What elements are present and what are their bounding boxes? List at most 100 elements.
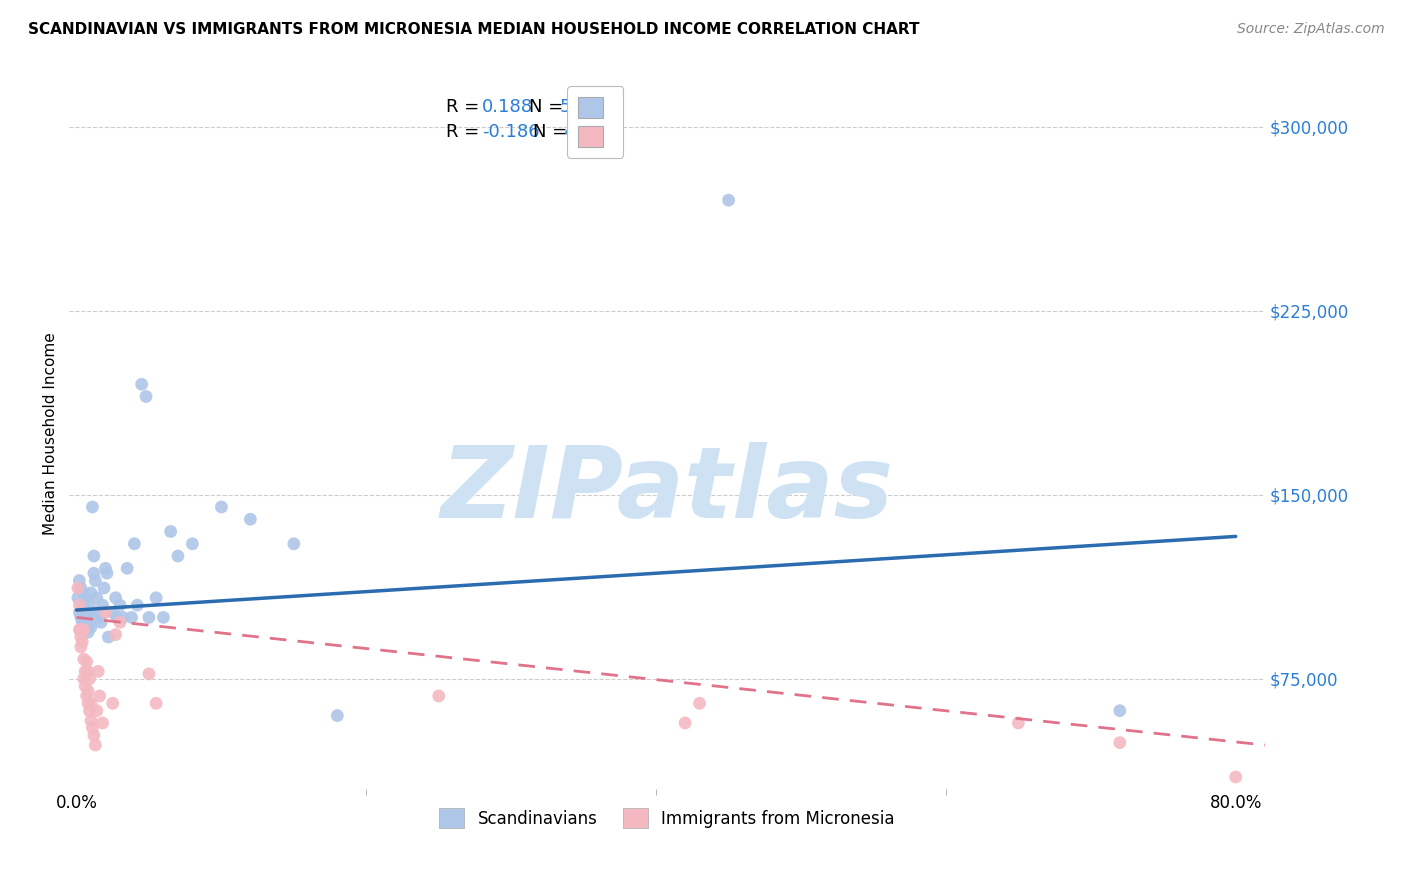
- Point: [73, 672, 96, 686]
- Point: [77, 696, 100, 710]
- Point: [689, 696, 711, 710]
- Point: [1108, 704, 1130, 718]
- Point: [72, 635, 94, 649]
- Point: [111, 610, 134, 624]
- Point: [69, 623, 91, 637]
- Text: 41: 41: [562, 122, 586, 141]
- Point: [84, 574, 107, 588]
- Point: [83, 728, 105, 742]
- Point: [67, 598, 90, 612]
- Point: [79, 672, 101, 686]
- Point: [108, 598, 131, 612]
- Point: [67, 623, 90, 637]
- Point: [76, 591, 98, 605]
- Point: [89, 689, 111, 703]
- Point: [152, 610, 174, 624]
- Point: [75, 617, 97, 632]
- Point: [159, 524, 181, 539]
- Text: Source: ZipAtlas.com: Source: ZipAtlas.com: [1237, 22, 1385, 37]
- Point: [93, 581, 115, 595]
- Point: [84, 738, 107, 752]
- Point: [67, 606, 90, 620]
- Text: 59: 59: [560, 98, 582, 116]
- Point: [69, 610, 91, 624]
- Point: [87, 665, 110, 679]
- Point: [673, 715, 696, 730]
- Point: [239, 512, 262, 526]
- Point: [1225, 770, 1247, 784]
- Point: [86, 591, 108, 605]
- Point: [104, 627, 127, 641]
- Point: [131, 377, 153, 392]
- Point: [427, 689, 450, 703]
- Point: [1007, 715, 1029, 730]
- Point: [79, 610, 101, 624]
- Point: [69, 640, 91, 654]
- Text: ZIPatlas: ZIPatlas: [440, 442, 894, 539]
- Point: [80, 586, 103, 600]
- Point: [72, 615, 94, 630]
- Text: SCANDINAVIAN VS IMMIGRANTS FROM MICRONESIA MEDIAN HOUSEHOLD INCOME CORRELATION C: SCANDINAVIAN VS IMMIGRANTS FROM MICRONES…: [28, 22, 920, 37]
- Text: N =: N =: [533, 122, 574, 141]
- Point: [75, 665, 97, 679]
- Point: [717, 193, 740, 207]
- Text: N =: N =: [530, 98, 569, 116]
- Point: [94, 561, 117, 575]
- Point: [79, 615, 101, 630]
- Point: [90, 615, 112, 630]
- Point: [91, 715, 114, 730]
- Point: [66, 581, 89, 595]
- Point: [69, 581, 91, 595]
- Point: [326, 708, 349, 723]
- Point: [79, 704, 101, 718]
- Point: [80, 696, 103, 710]
- Point: [77, 606, 100, 620]
- Point: [66, 591, 89, 605]
- Point: [77, 684, 100, 698]
- Point: [76, 613, 98, 627]
- Point: [89, 610, 111, 624]
- Point: [69, 630, 91, 644]
- Point: [104, 591, 127, 605]
- Point: [73, 586, 96, 600]
- Point: [283, 537, 305, 551]
- Point: [127, 598, 149, 612]
- Point: [82, 500, 104, 514]
- Point: [83, 549, 105, 563]
- Text: -0.186: -0.186: [482, 122, 540, 141]
- Point: [73, 610, 96, 624]
- Point: [79, 598, 101, 612]
- Point: [181, 537, 204, 551]
- Point: [108, 615, 131, 630]
- Point: [82, 613, 104, 627]
- Point: [138, 610, 160, 624]
- Point: [138, 666, 160, 681]
- Point: [67, 574, 90, 588]
- Text: R =: R =: [446, 98, 485, 116]
- Point: [167, 549, 190, 563]
- Text: 0.188: 0.188: [482, 98, 533, 116]
- Point: [86, 704, 108, 718]
- Point: [145, 591, 167, 605]
- Point: [73, 623, 96, 637]
- Text: R =: R =: [446, 122, 485, 141]
- Point: [96, 566, 118, 581]
- Point: [82, 721, 104, 735]
- Point: [80, 620, 103, 634]
- Point: [91, 598, 114, 612]
- Point: [209, 500, 232, 514]
- Point: [145, 696, 167, 710]
- Point: [73, 600, 96, 615]
- Point: [94, 606, 117, 620]
- Point: [73, 652, 96, 666]
- Point: [115, 561, 138, 575]
- Point: [72, 623, 94, 637]
- Point: [80, 607, 103, 622]
- Point: [72, 596, 94, 610]
- Y-axis label: Median Household Income: Median Household Income: [44, 332, 58, 534]
- Point: [75, 603, 97, 617]
- Point: [101, 606, 124, 620]
- Point: [83, 566, 105, 581]
- Point: [105, 610, 128, 624]
- Point: [87, 606, 110, 620]
